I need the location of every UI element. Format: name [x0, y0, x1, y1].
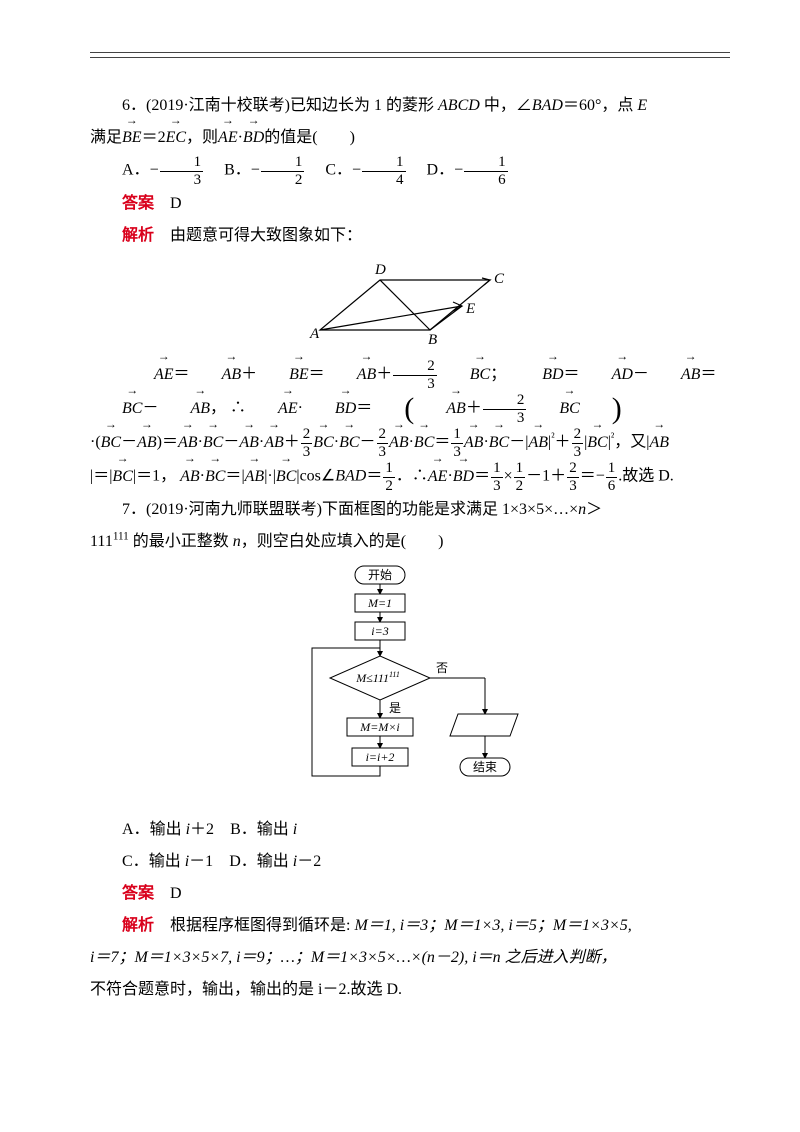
q6-rhombus-figure: A B C D E — [90, 252, 730, 358]
q6-abcd: ABCD — [438, 97, 480, 114]
svg-text:D: D — [374, 262, 386, 278]
svg-text:结束: 结束 — [473, 760, 497, 774]
svg-text:否: 否 — [436, 661, 448, 675]
q7-expl-line3: 不符合题意时，输出，输出的是 i－2.故选 D. — [90, 974, 730, 1006]
svg-text:C: C — [494, 271, 505, 287]
q7-expl-line1: 解析 根据程序框图得到循环是: M＝1, i＝3；M＝1×3, i＝5；M＝1×… — [90, 910, 730, 942]
q6-expl-math3: |＝|→BC|＝1， →AB·→BC＝|→AB|·|→BC|cos∠BAD＝12… — [90, 460, 730, 494]
svg-text:i=3: i=3 — [371, 624, 388, 638]
vec-AE: →AE — [218, 122, 238, 154]
q6-number: 6． — [122, 97, 146, 114]
q7-opts-line2: C．输出 i－1 D．输出 i－2 — [90, 846, 730, 878]
q6-line2: 满足→BE＝2→EC，则→AE·→BD的值是( ) — [90, 122, 730, 154]
vec-BE: →BE — [122, 122, 142, 154]
q7-line2: 111111 的最小正整数 n，则空白处应填入的是( ) — [90, 526, 730, 558]
q7-line1: 7．(2019·河南九师联盟联考)下面框图的功能是求满足 1×3×5×…×n＞ — [90, 494, 730, 526]
q7-flowchart: 开始 M=1 i=3 M≤111111 是 否 M=M×i i=i+2 — [90, 558, 730, 814]
q7-opts-line1: A．输出 i＋2 B．输出 i — [90, 814, 730, 846]
svg-text:M=1: M=1 — [367, 596, 392, 610]
q6-answer: 答案 D — [90, 188, 730, 220]
q7-number: 7． — [122, 501, 146, 518]
q7-source: (2019·河南九师联盟联考) — [146, 501, 322, 518]
q7-expl-line2: i＝7；M＝1×3×5×7, i＝9；…；M＝1×3×5×…×(n－2), i＝… — [90, 942, 730, 974]
svg-text:是: 是 — [389, 701, 401, 715]
q6-options: A．−13 B．−12 C．−14 D．−16 — [90, 154, 730, 188]
vec-EC: →EC — [166, 122, 186, 154]
svg-text:M=M×i: M=M×i — [359, 720, 400, 734]
svg-text:E: E — [465, 301, 475, 317]
q7-answer: 答案 D — [90, 878, 730, 910]
q6-expl-math1: →AE＝→AB＋→BE＝→AB＋23→BC； →BD＝→AD－→AB＝→BC－→… — [90, 358, 730, 426]
flowchart-svg: 开始 M=1 i=3 M≤111111 是 否 M=M×i i=i+2 — [280, 562, 540, 810]
q6-source: (2019·江南十校联考) — [146, 97, 290, 114]
q6-expl-lead: 解析 由题意可得大致图象如下： — [90, 220, 730, 252]
svg-text:开始: 开始 — [368, 568, 392, 582]
svg-text:A: A — [309, 326, 320, 342]
vec-BD: →BD — [243, 122, 264, 154]
svg-text:B: B — [428, 332, 437, 348]
svg-text:i=i+2: i=i+2 — [366, 750, 395, 764]
rhombus-diagram: A B C D E — [300, 258, 520, 348]
